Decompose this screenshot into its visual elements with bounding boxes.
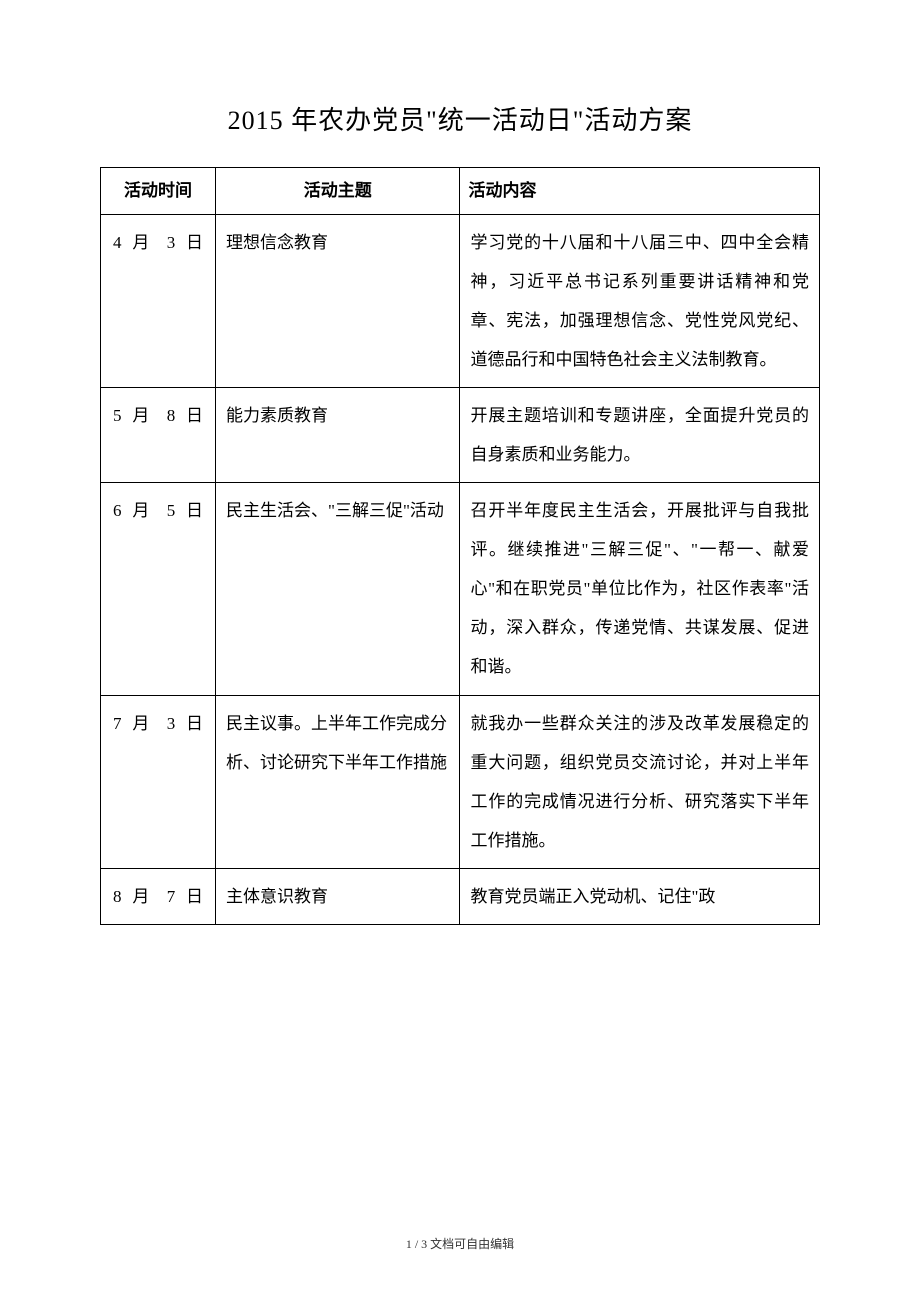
cell-time: 4 月 3 日 (101, 214, 216, 387)
table-header-row: 活动时间 活动主题 活动内容 (101, 168, 820, 215)
cell-theme: 能力素质教育 (216, 387, 460, 482)
cell-time: 8 月 7 日 (101, 868, 216, 924)
header-theme: 活动主题 (216, 168, 460, 215)
cell-content: 就我办一些群众关注的涉及改革发展稳定的重大问题，组织党员交流讨论，并对上半年工作… (460, 695, 820, 868)
header-content: 活动内容 (460, 168, 820, 215)
page-footer: 1 / 3 文档可自由编辑 (0, 1235, 920, 1252)
table-row: 4 月 3 日 理想信念教育 学习党的十八届和十八届三中、四中全会精神，习近平总… (101, 214, 820, 387)
cell-content: 开展主题培训和专题讲座，全面提升党员的自身素质和业务能力。 (460, 387, 820, 482)
cell-theme: 民主议事。上半年工作完成分析、讨论研究下半年工作措施 (216, 695, 460, 868)
cell-time: 7 月 3 日 (101, 695, 216, 868)
table-row: 7 月 3 日 民主议事。上半年工作完成分析、讨论研究下半年工作措施 就我办一些… (101, 695, 820, 868)
header-time: 活动时间 (101, 168, 216, 215)
cell-theme: 理想信念教育 (216, 214, 460, 387)
table-row: 8 月 7 日 主体意识教育 教育党员端正入党动机、记住"政 (101, 868, 820, 924)
page-title: 2015 年农办党员"统一活动日"活动方案 (100, 100, 820, 137)
cell-content: 教育党员端正入党动机、记住"政 (460, 868, 820, 924)
cell-content: 召开半年度民主生活会，开展批评与自我批评。继续推进"三解三促"、"一帮一、献爱心… (460, 483, 820, 695)
cell-theme: 民主生活会、"三解三促"活动 (216, 483, 460, 695)
table-row: 6 月 5 日 民主生活会、"三解三促"活动 召开半年度民主生活会，开展批评与自… (101, 483, 820, 695)
cell-content: 学习党的十八届和十八届三中、四中全会精神，习近平总书记系列重要讲话精神和党章、宪… (460, 214, 820, 387)
activity-table: 活动时间 活动主题 活动内容 4 月 3 日 理想信念教育 学习党的十八届和十八… (100, 167, 820, 925)
cell-time: 6 月 5 日 (101, 483, 216, 695)
cell-theme: 主体意识教育 (216, 868, 460, 924)
cell-time: 5 月 8 日 (101, 387, 216, 482)
table-row: 5 月 8 日 能力素质教育 开展主题培训和专题讲座，全面提升党员的自身素质和业… (101, 387, 820, 482)
